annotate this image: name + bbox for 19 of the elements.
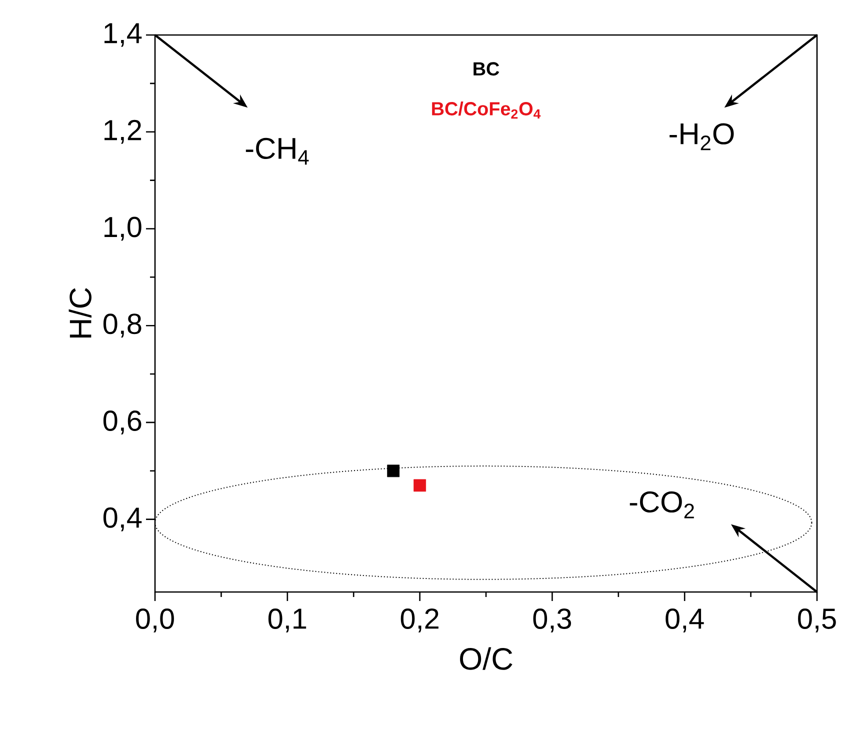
annotation: -H$_{2}$O: [670, 123, 734, 150]
text: BC/CoFe$_{2}$O$_{4}$: [432, 102, 541, 119]
x-axis-title: O/C: [460, 647, 512, 670]
x-tick-label: 0,1: [268, 608, 306, 632]
x-tick-label: 0,4: [666, 608, 704, 632]
y-tick-label: 0,8: [103, 314, 142, 338]
annotation: -CH$_{4}$: [246, 138, 309, 165]
y-tick-label: 0,4: [103, 507, 142, 532]
x-tick-label: 0,0: [136, 608, 174, 632]
y-tick-label: 1,0: [104, 216, 142, 241]
y-tick-label: 0,6: [103, 410, 142, 434]
x-tick-label: 0,5: [798, 608, 836, 632]
text: BC: [474, 62, 500, 76]
x-tick-label: 0,2: [400, 608, 438, 632]
annotation: -CO$_{2}$: [630, 491, 694, 518]
x-tick-label: 0,3: [533, 608, 572, 632]
y-tick-label: 1,2: [104, 120, 142, 144]
y-axis-title: H/C: [68, 288, 92, 338]
y-tick-label: 1,4: [104, 23, 142, 47]
